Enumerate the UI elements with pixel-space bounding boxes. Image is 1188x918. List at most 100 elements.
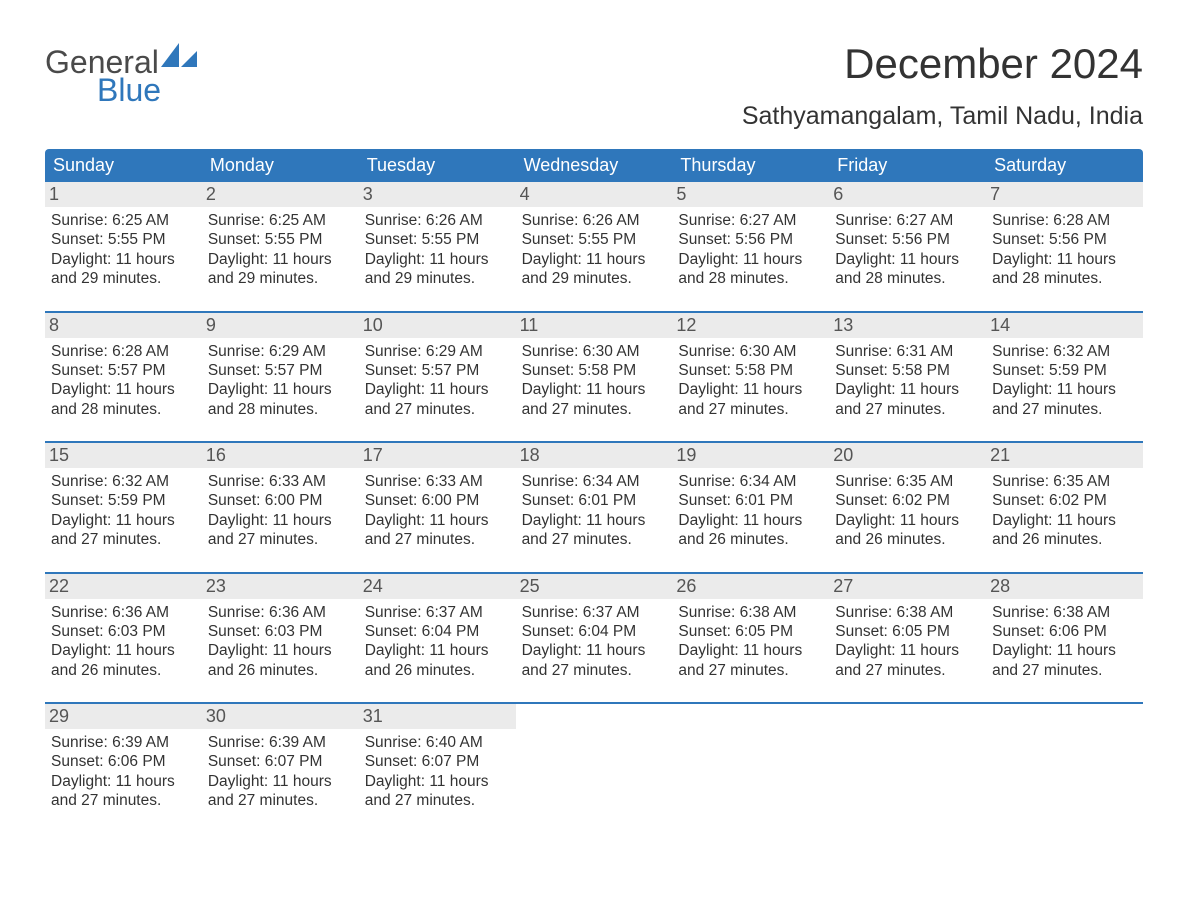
day-body: Sunrise: 6:38 AMSunset: 6:05 PMDaylight:… [676,603,825,681]
day-body: Sunrise: 6:36 AMSunset: 6:03 PMDaylight:… [49,603,198,681]
day-day1: Daylight: 11 hours [835,641,980,660]
day-cell: 26Sunrise: 6:38 AMSunset: 6:05 PMDayligh… [672,574,829,685]
day-number-bar: 20 [829,443,986,468]
day-body: Sunrise: 6:38 AMSunset: 6:05 PMDaylight:… [833,603,982,681]
day-number: 15 [49,445,198,466]
day-body: Sunrise: 6:38 AMSunset: 6:06 PMDaylight:… [990,603,1139,681]
day-sunset: Sunset: 5:59 PM [51,491,196,510]
day-sunrise: Sunrise: 6:36 AM [51,603,196,622]
day-cell: 31 Sunrise: 6:40 AMSunset: 6:07 PMDayligh… [359,704,516,815]
day-number-bar: 15 [45,443,202,468]
day-day2: and 28 minutes. [835,269,980,288]
day-sunrise: Sunrise: 6:36 AM [208,603,353,622]
day-sunset: Sunset: 6:07 PM [208,752,353,771]
day-number-bar: 31 [359,704,516,729]
day-sunrise: Sunrise: 6:35 AM [835,472,980,491]
day-day2: and 27 minutes. [365,400,510,419]
week-row: 8Sunrise: 6:28 AMSunset: 5:57 PMDaylight… [45,311,1143,424]
day-of-week-header: Sunday Monday Tuesday Wednesday Thursday… [45,149,1143,182]
day-sunset: Sunset: 6:00 PM [208,491,353,510]
day-sunset: Sunset: 6:01 PM [522,491,667,510]
day-sunrise: Sunrise: 6:26 AM [365,211,510,230]
day-day2: and 26 minutes. [365,661,510,680]
day-cell: 22Sunrise: 6:36 AMSunset: 6:03 PMDayligh… [45,574,202,685]
day-sunrise: Sunrise: 6:26 AM [522,211,667,230]
day-cell: 9Sunrise: 6:29 AMSunset: 5:57 PMDaylight… [202,313,359,424]
day-sunrise: Sunrise: 6:30 AM [678,342,823,361]
day-day1: Daylight: 11 hours [51,250,196,269]
day-body: Sunrise: 6:26 AMSunset: 5:55 PMDaylight:… [520,211,669,289]
day-body: Sunrise: 6:39 AMSunset: 6:07 PMDaylight:… [206,733,355,811]
day-body: Sunrise: 6:40 AMSunset: 6:07 PMDaylight:… [363,733,512,811]
day-number-bar: 12 [672,313,829,338]
day-day1: Daylight: 11 hours [208,772,353,791]
day-sunrise: Sunrise: 6:37 AM [522,603,667,622]
day-cell: 16Sunrise: 6:33 AMSunset: 6:00 PMDayligh… [202,443,359,554]
day-cell [516,704,673,815]
dow-thursday: Thursday [672,149,829,182]
day-number: 27 [833,576,982,597]
day-cell: 27 Sunrise: 6:38 AMSunset: 6:05 PMDayligh… [829,574,986,685]
day-sunrise: Sunrise: 6:34 AM [522,472,667,491]
day-day1: Daylight: 11 hours [678,250,823,269]
day-cell: 12Sunrise: 6:30 AMSunset: 5:58 PMDayligh… [672,313,829,424]
day-cell: 24Sunrise: 6:37 AMSunset: 6:04 PMDayligh… [359,574,516,685]
day-day2: and 27 minutes. [522,661,667,680]
day-number-bar: 23 [202,574,359,599]
day-number: 3 [363,184,512,205]
day-sunset: Sunset: 6:03 PM [208,622,353,641]
day-body: Sunrise: 6:27 AMSunset: 5:56 PMDaylight:… [833,211,982,289]
day-number-bar: 4 [516,182,673,207]
day-sunset: Sunset: 5:56 PM [992,230,1137,249]
day-number-bar: 2 [202,182,359,207]
page-title: December 2024 [742,40,1143,88]
dow-tuesday: Tuesday [359,149,516,182]
day-day2: and 27 minutes. [365,530,510,549]
day-cell: 19Sunrise: 6:34 AMSunset: 6:01 PMDayligh… [672,443,829,554]
day-day1: Daylight: 11 hours [365,641,510,660]
day-sunrise: Sunrise: 6:25 AM [208,211,353,230]
day-cell: 18Sunrise: 6:34 AMSunset: 6:01 PMDayligh… [516,443,673,554]
day-sunset: Sunset: 6:04 PM [365,622,510,641]
day-body: Sunrise: 6:29 AMSunset: 5:57 PMDaylight:… [363,342,512,420]
day-day2: and 29 minutes. [522,269,667,288]
day-body: Sunrise: 6:37 AMSunset: 6:04 PMDaylight:… [520,603,669,681]
day-sunrise: Sunrise: 6:27 AM [678,211,823,230]
calendar: Sunday Monday Tuesday Wednesday Thursday… [45,149,1143,815]
day-cell [986,704,1143,815]
day-day2: and 26 minutes. [51,661,196,680]
day-day2: and 29 minutes. [365,269,510,288]
day-sunset: Sunset: 5:56 PM [678,230,823,249]
day-day2: and 27 minutes. [208,791,353,810]
day-day1: Daylight: 11 hours [51,772,196,791]
day-number-bar: 25 [516,574,673,599]
day-sunset: Sunset: 6:02 PM [992,491,1137,510]
day-day2: and 28 minutes. [678,269,823,288]
day-day1: Daylight: 11 hours [522,250,667,269]
day-day1: Daylight: 11 hours [522,511,667,530]
day-day1: Daylight: 11 hours [51,641,196,660]
day-day1: Daylight: 11 hours [678,380,823,399]
day-number: 13 [833,315,982,336]
day-sunset: Sunset: 6:06 PM [992,622,1137,641]
day-body: Sunrise: 6:34 AMSunset: 6:01 PMDaylight:… [520,472,669,550]
day-body: Sunrise: 6:32 AMSunset: 5:59 PMDaylight:… [49,472,198,550]
day-sunrise: Sunrise: 6:28 AM [992,211,1137,230]
day-body: Sunrise: 6:32 AMSunset: 5:59 PMDaylight:… [990,342,1139,420]
day-sunset: Sunset: 5:55 PM [51,230,196,249]
day-number: 29 [49,706,198,727]
day-sunrise: Sunrise: 6:32 AM [992,342,1137,361]
day-sunset: Sunset: 6:04 PM [522,622,667,641]
day-number-bar: 24 [359,574,516,599]
day-number: 16 [206,445,355,466]
day-sunset: Sunset: 6:02 PM [835,491,980,510]
day-cell: 6Sunrise: 6:27 AMSunset: 5:56 PMDaylight… [829,182,986,293]
day-day1: Daylight: 11 hours [208,511,353,530]
day-number: 17 [363,445,512,466]
day-sunrise: Sunrise: 6:31 AM [835,342,980,361]
day-day1: Daylight: 11 hours [678,641,823,660]
day-sunset: Sunset: 6:05 PM [835,622,980,641]
day-number-bar: 5 [672,182,829,207]
day-number-bar: 3 [359,182,516,207]
week-row: 15 Sunrise: 6:32 AMSunset: 5:59 PMDayligh… [45,441,1143,554]
